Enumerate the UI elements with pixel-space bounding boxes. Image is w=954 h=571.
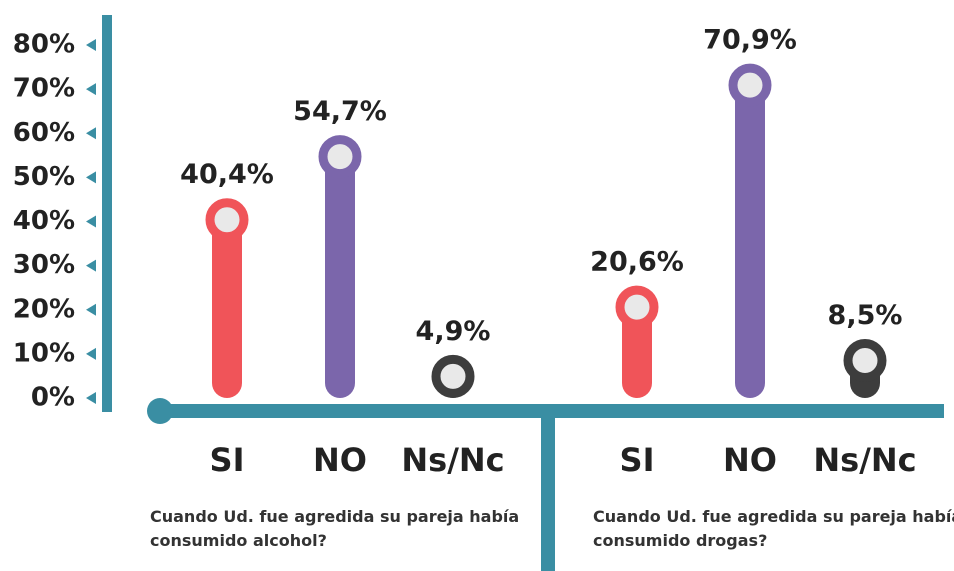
tick-mark [86,39,96,51]
value-label: 8,5% [828,300,903,331]
x-tick-label: SI [620,441,655,479]
y-tick-label: 20% [13,294,75,324]
value-label: 40,4% [180,159,274,190]
caption: Cuando Ud. fue agredida su pareja había … [150,507,520,550]
y-tick-label: 50% [13,162,75,192]
bar-head [728,63,772,107]
y-tick-label: 70% [13,74,75,104]
y-tick-label: 80% [13,30,75,60]
tick-mark [86,127,96,140]
bar-head [615,285,659,329]
tick-mark [86,83,96,96]
bar-head [318,135,362,179]
tick-mark [86,215,96,228]
value-label: 4,9% [416,316,491,347]
x-tick-label: NO [723,441,777,479]
y-tick-label: 60% [13,118,75,148]
caption: Cuando Ud. fue agredida su pareja había … [593,507,954,550]
tick-mark [86,347,96,360]
x-tick-label: SI [210,441,245,479]
bar-head [431,354,475,398]
tick-mark [86,303,96,316]
x-tick-label: Ns/Nc [813,441,916,479]
y-axis-bar [102,15,112,412]
y-tick-label: 30% [13,250,75,280]
bar-head [843,338,887,382]
y-tick-label: 40% [13,206,75,236]
x-tick-label: Ns/Nc [401,441,504,479]
bar-head [205,198,249,242]
axis-end [147,398,173,424]
value-label: 20,6% [590,247,684,278]
value-label: 54,7% [293,96,387,127]
y-tick-label: 10% [13,338,75,368]
tick-mark [86,171,96,184]
tick-mark [86,259,96,272]
x-tick-label: NO [313,441,367,479]
divider [541,404,555,571]
tick-mark [86,392,96,404]
y-tick-label: 0% [31,383,75,413]
value-label: 70,9% [703,25,797,56]
